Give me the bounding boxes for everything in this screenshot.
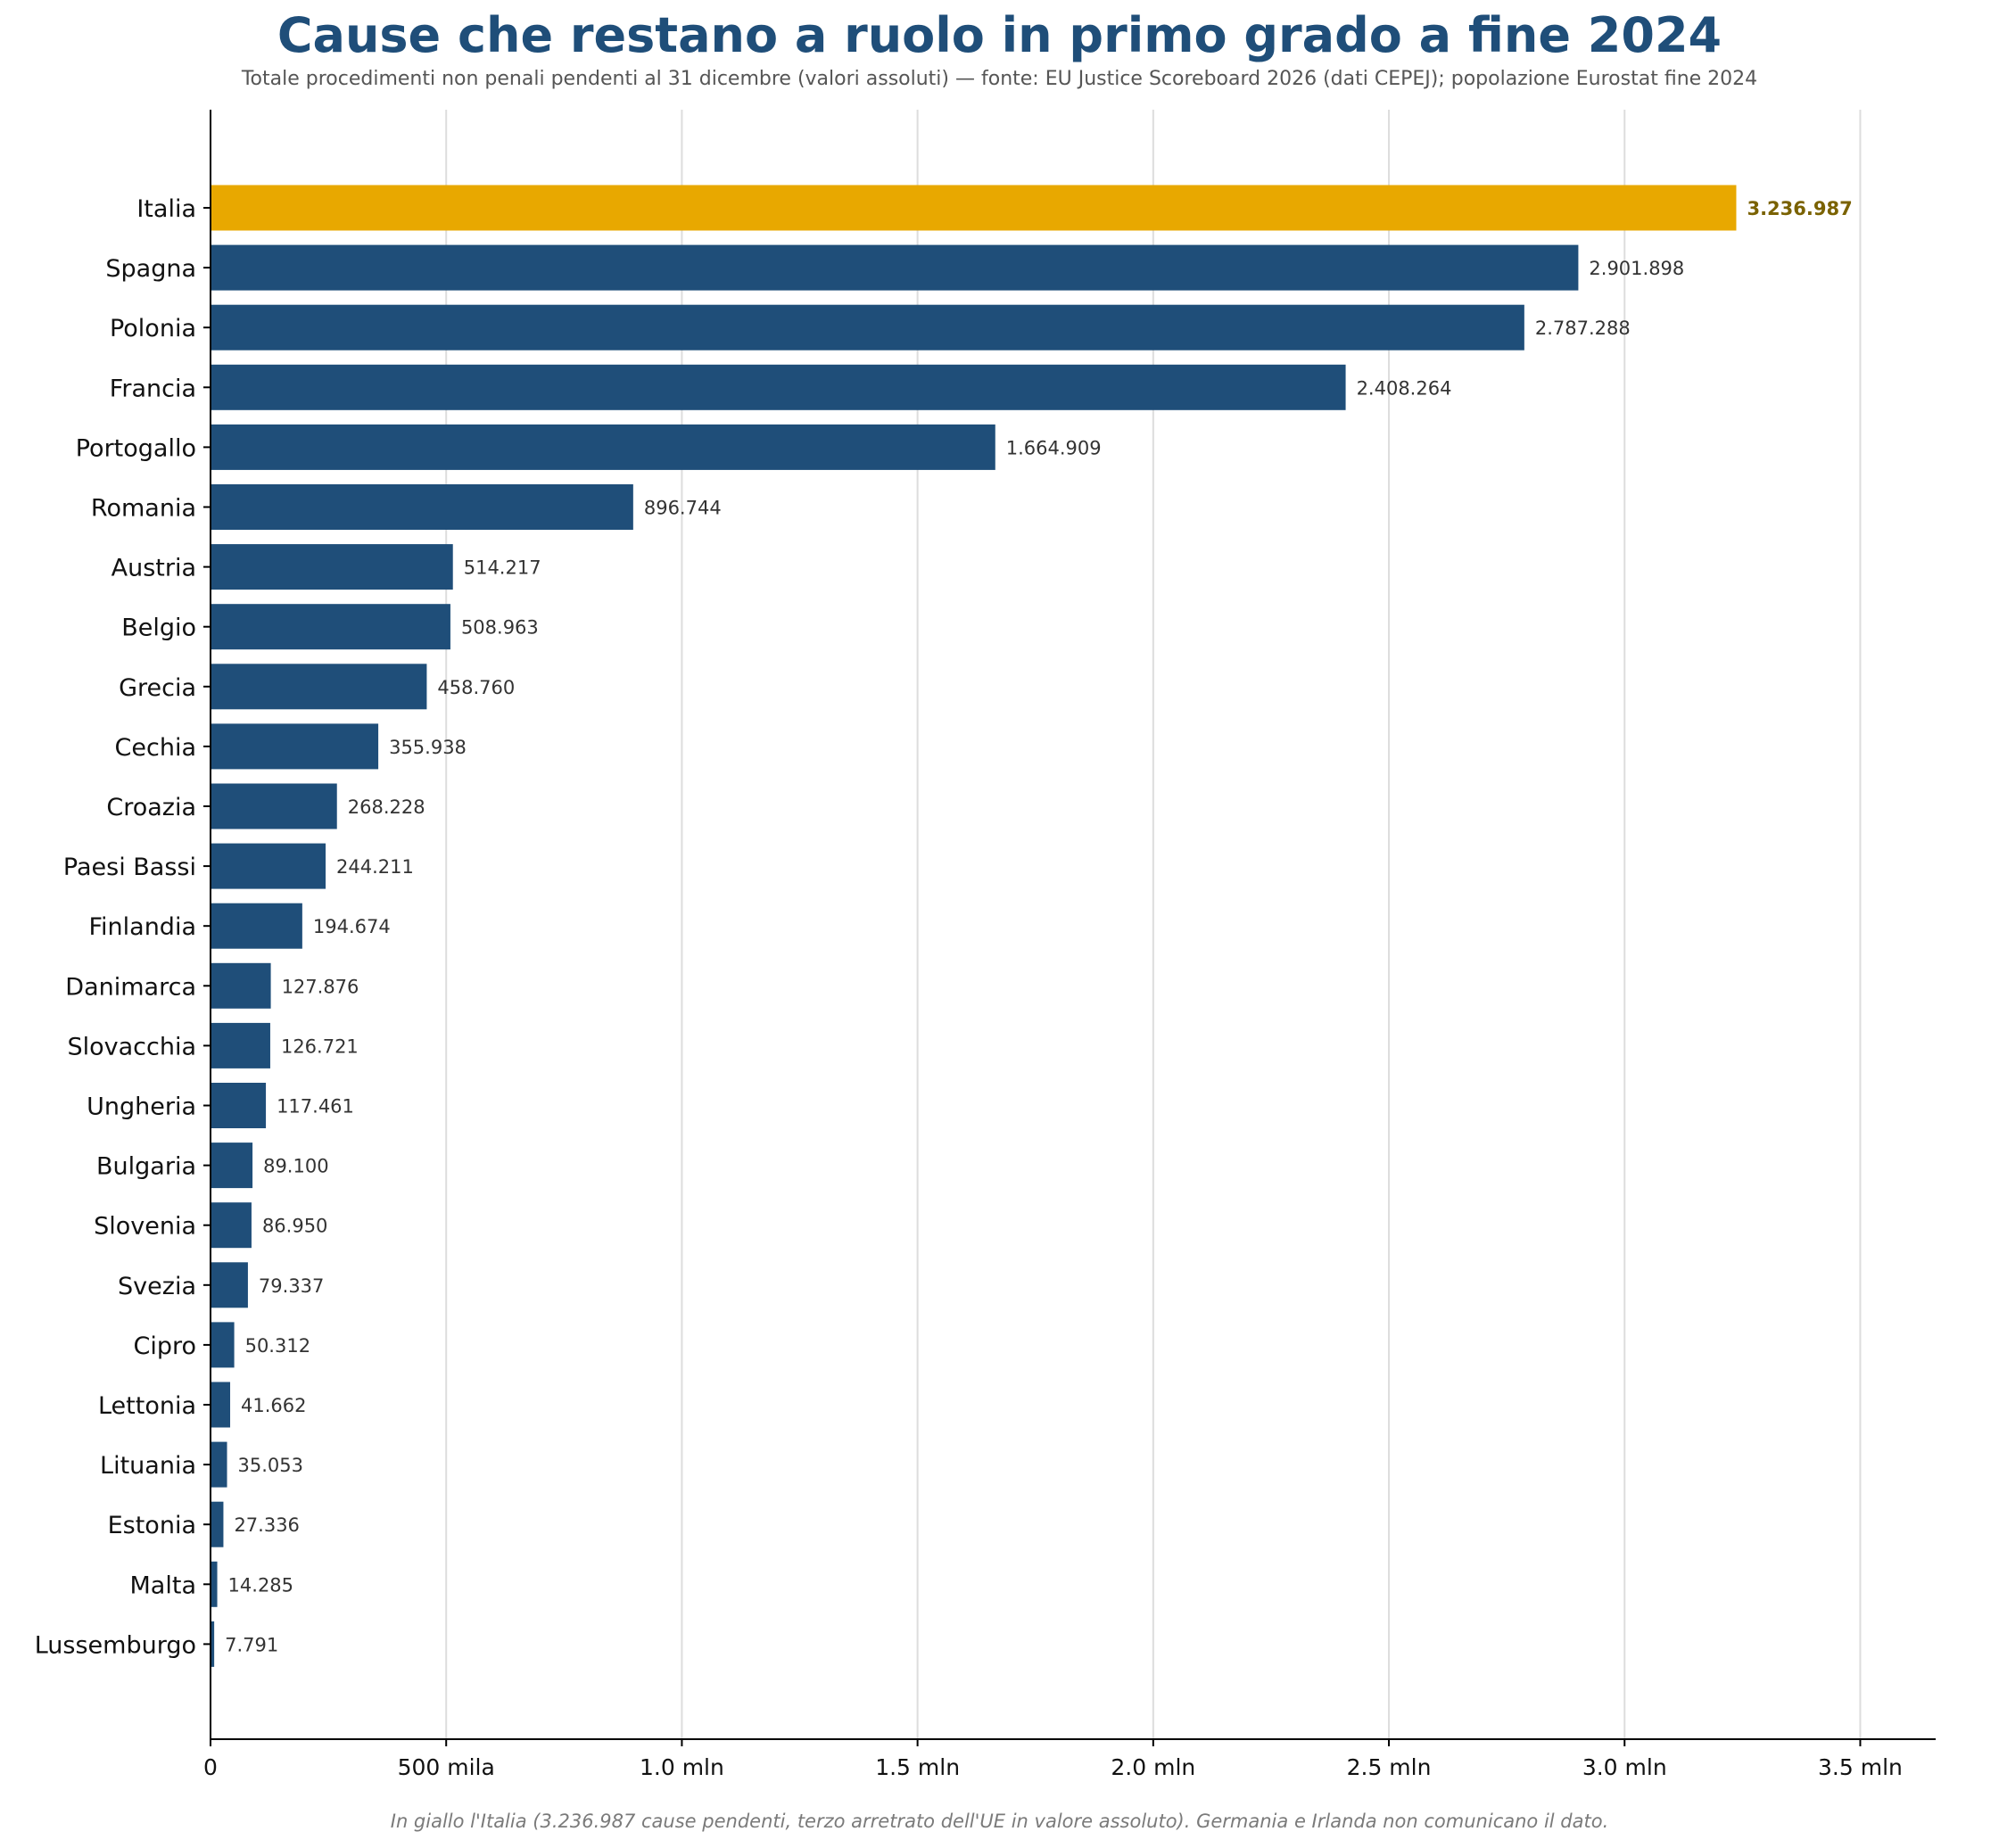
data-label: 7.791 xyxy=(225,1634,278,1655)
bar xyxy=(211,664,427,710)
data-label: 508.963 xyxy=(461,617,539,639)
data-label: 896.744 xyxy=(644,498,722,519)
x-tick-label: 1.0 mln xyxy=(640,1754,724,1780)
category-label: Grecia xyxy=(119,674,196,702)
data-label: 79.337 xyxy=(259,1275,324,1297)
bar xyxy=(211,1262,248,1308)
chart-title: Cause che restano a ruolo in primo grado… xyxy=(277,7,1722,63)
category-label: Belgio xyxy=(121,615,196,642)
x-tick-label: 500 mila xyxy=(398,1754,495,1780)
category-label: Lussemburgo xyxy=(35,1631,196,1659)
bar xyxy=(211,1022,270,1068)
data-label: 86.950 xyxy=(262,1216,327,1237)
data-label: 458.760 xyxy=(437,677,515,698)
category-label: Portogallo xyxy=(76,434,196,462)
bar xyxy=(211,544,453,590)
data-label: 27.336 xyxy=(234,1514,299,1536)
data-label: 2.787.288 xyxy=(1535,318,1631,339)
category-label: Croazia xyxy=(106,794,196,821)
bar xyxy=(211,1382,231,1428)
bar xyxy=(211,903,302,949)
category-label: Francia xyxy=(110,375,196,402)
bar xyxy=(211,783,337,829)
bar xyxy=(211,1561,218,1607)
category-label: Cechia xyxy=(115,734,196,762)
x-tick-label: 1.5 mln xyxy=(875,1754,960,1780)
bar xyxy=(211,1621,215,1667)
category-label: Finlandia xyxy=(88,913,196,941)
x-tick-label: 0 xyxy=(203,1754,218,1780)
bar-highlight xyxy=(211,185,1737,231)
data-label: 1.664.909 xyxy=(1006,437,1102,458)
data-label: 2.901.898 xyxy=(1589,258,1684,279)
x-tick-label: 2.5 mln xyxy=(1347,1754,1432,1780)
data-label: 268.228 xyxy=(348,796,425,818)
bar xyxy=(211,1501,224,1547)
data-label: 41.662 xyxy=(241,1395,306,1416)
category-label: Polonia xyxy=(110,315,196,342)
bar xyxy=(211,1202,252,1249)
category-label: Estonia xyxy=(108,1512,196,1539)
category-label: Romania xyxy=(91,495,196,523)
data-label: 2.408.264 xyxy=(1357,377,1452,399)
data-label: 355.938 xyxy=(389,737,467,758)
category-label: Slovenia xyxy=(94,1213,196,1241)
bar xyxy=(211,962,271,1009)
category-label: Spagna xyxy=(105,255,196,283)
bar xyxy=(211,1143,253,1189)
data-label: 194.674 xyxy=(313,916,391,937)
bar xyxy=(211,364,1346,410)
data-label: 514.217 xyxy=(464,557,541,579)
data-label: 244.211 xyxy=(336,856,414,878)
bar xyxy=(211,1441,227,1488)
category-label: Danimarca xyxy=(65,973,196,1001)
bar xyxy=(211,604,450,650)
data-label: 14.285 xyxy=(228,1574,293,1596)
category-label: Bulgaria xyxy=(96,1153,196,1181)
bar xyxy=(211,1083,267,1128)
category-label: Svezia xyxy=(118,1273,196,1300)
bar xyxy=(211,424,995,470)
category-label: Slovacchia xyxy=(67,1033,196,1060)
data-label: 89.100 xyxy=(263,1156,328,1177)
chart-subtitle: Totale procedimenti non penali pendenti … xyxy=(241,68,1758,90)
category-label: Ungheria xyxy=(87,1093,196,1121)
category-label: Paesi Bassi xyxy=(63,854,196,881)
bar xyxy=(211,484,633,530)
x-tick-label: 3.0 mln xyxy=(1582,1754,1667,1780)
category-label: Cipro xyxy=(133,1332,196,1360)
data-label: 126.721 xyxy=(281,1035,359,1057)
category-label: Malta xyxy=(130,1572,196,1599)
bar xyxy=(211,1322,235,1368)
data-label: 50.312 xyxy=(245,1335,310,1357)
bar xyxy=(211,843,326,889)
data-label: 35.053 xyxy=(238,1455,303,1476)
data-label: 117.461 xyxy=(277,1096,354,1118)
category-label: Italia xyxy=(136,195,196,223)
bar xyxy=(211,244,1579,291)
x-tick-label: 2.0 mln xyxy=(1111,1754,1195,1780)
category-label: Lituania xyxy=(100,1452,196,1480)
data-label: 127.876 xyxy=(282,976,359,997)
category-label: Austria xyxy=(112,555,196,582)
chart-footnote: In giallo l'Italia (3.236.987 cause pend… xyxy=(390,1811,1609,1832)
bar xyxy=(211,304,1524,351)
bar xyxy=(211,723,379,770)
category-label: Lettonia xyxy=(98,1392,196,1420)
data-label: 3.236.987 xyxy=(1747,198,1852,219)
x-tick-label: 3.5 mln xyxy=(1818,1754,1903,1780)
